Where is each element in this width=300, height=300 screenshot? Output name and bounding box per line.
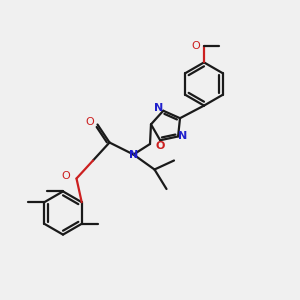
Text: O: O: [85, 117, 94, 127]
Text: N: N: [178, 131, 187, 141]
Text: O: O: [155, 141, 165, 151]
Text: O: O: [192, 41, 200, 51]
Text: N: N: [154, 103, 164, 113]
Text: O: O: [61, 171, 70, 181]
Text: N: N: [129, 149, 138, 160]
